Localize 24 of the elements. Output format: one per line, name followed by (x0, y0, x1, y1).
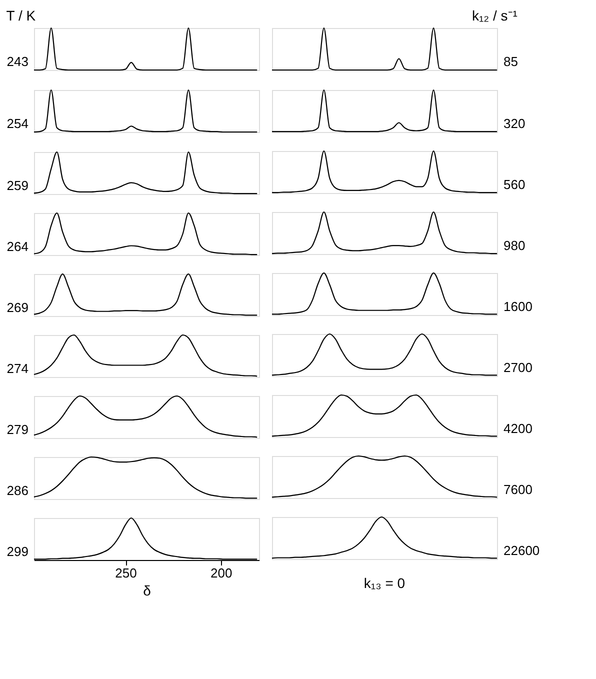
series-label: 560 (504, 177, 526, 192)
series-label: 254 (6, 116, 28, 132)
x-axis-title: δ (143, 582, 152, 598)
series-label: 286 (6, 483, 28, 498)
series-label: 259 (6, 178, 28, 194)
series-label: 1600 (504, 299, 532, 314)
series-label: 85 (504, 54, 518, 70)
series-label: 22600 (504, 543, 540, 558)
x-tick-label: 200 (210, 566, 232, 580)
series-label: 320 (504, 116, 526, 132)
text: k₁₃ = 0 (364, 575, 406, 591)
series-label: 279 (6, 422, 28, 438)
x-tick-label: 250 (115, 566, 137, 580)
series-label: 274 (6, 361, 28, 376)
series-label: 980 (504, 238, 526, 254)
series-label: 7600 (504, 482, 532, 498)
series-label: 264 (6, 239, 28, 254)
series-label: 269 (6, 300, 28, 316)
series-label: 4200 (504, 421, 532, 436)
series-label: 243 (6, 54, 28, 70)
series-label: 299 (6, 544, 28, 560)
chart-title: T / K (6, 7, 36, 24)
chart-title: k₁₂ / s⁻¹ (472, 7, 518, 24)
series-label: 2700 (504, 360, 532, 376)
